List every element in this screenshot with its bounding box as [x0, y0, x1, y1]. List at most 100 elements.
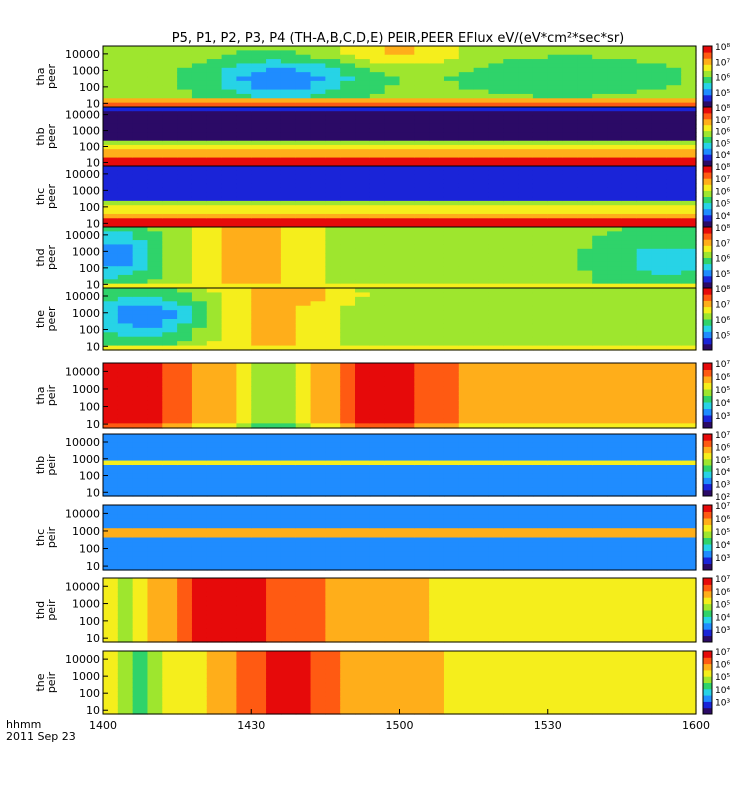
heatmap-cell: [132, 605, 149, 611]
heatmap-cell: [532, 136, 549, 142]
heatmap-cell: [547, 381, 564, 387]
heatmap-cell: [147, 623, 163, 629]
heatmap-cell: [532, 274, 549, 280]
heatmap-cell: [103, 614, 119, 620]
heatmap-cell: [562, 451, 578, 457]
heatmap-cell: [651, 537, 667, 543]
heatmap-cell: [473, 218, 490, 224]
heatmap-cell: [280, 482, 297, 488]
heatmap-cell: [547, 434, 564, 440]
heatmap-cell: [681, 102, 697, 108]
panel-label: the: [34, 310, 47, 328]
heatmap-cell: [399, 166, 415, 171]
heatmap-cell: [607, 395, 623, 401]
heatmap-cell: [666, 196, 682, 202]
heatmap-cell: [355, 244, 371, 250]
heatmap-cell: [147, 336, 163, 342]
heatmap-cell: [458, 292, 475, 298]
heatmap-cell: [103, 465, 119, 471]
heatmap-cell: [384, 587, 401, 593]
heatmap-cell: [532, 560, 549, 566]
heatmap-cell: [147, 456, 163, 462]
heatmap-cell: [132, 128, 149, 133]
heatmap-cell: [458, 301, 475, 307]
heatmap-cell: [117, 67, 134, 73]
heatmap-cell: [681, 222, 697, 228]
heatmap-cell: [384, 253, 401, 259]
heatmap-cell: [162, 390, 178, 397]
heatmap-cell: [458, 341, 475, 347]
heatmap-cell: [503, 465, 519, 471]
heatmap-cell: [191, 605, 208, 611]
heatmap-cell: [103, 119, 119, 125]
heatmap-cell: [562, 447, 578, 453]
heatmap-cell: [162, 363, 178, 369]
heatmap-cell: [399, 395, 415, 401]
heatmap-cell: [236, 166, 252, 171]
heatmap-cell: [340, 456, 356, 462]
heatmap-cell: [473, 161, 490, 167]
colorbar-segment: [703, 88, 712, 96]
heatmap-cell: [266, 132, 282, 138]
heatmap-cell: [473, 67, 490, 73]
heatmap-cell: [310, 279, 326, 285]
heatmap-cell: [577, 93, 593, 99]
heatmap-cell: [310, 367, 326, 373]
heatmap-cell: [191, 140, 208, 146]
heatmap-cell: [532, 205, 549, 211]
heatmap-cell: [369, 98, 386, 104]
colorbar-segment: [703, 458, 712, 466]
heatmap-cell: [666, 565, 682, 571]
heatmap-cell: [443, 266, 460, 272]
heatmap-cell: [325, 89, 341, 95]
heatmap-cell: [266, 341, 282, 347]
heatmap-cell: [399, 438, 415, 444]
heatmap-cell: [369, 283, 386, 289]
heatmap-cell: [266, 363, 282, 369]
heatmap-cell: [325, 279, 341, 285]
heatmap-cell: [280, 591, 297, 597]
heatmap-cell: [191, 213, 208, 219]
heatmap-cell: [503, 196, 519, 202]
colorbar-tick-label: 10⁴: [715, 541, 730, 551]
heatmap-cell: [636, 89, 653, 95]
heatmap-cell: [117, 478, 134, 484]
heatmap-cell: [117, 465, 134, 471]
heatmap-cell: [621, 528, 638, 534]
heatmap-cell: [369, 257, 386, 263]
heatmap-cell: [340, 482, 356, 488]
heatmap-cell: [355, 623, 371, 629]
heatmap-cell: [162, 170, 178, 176]
heatmap-cell: [236, 123, 252, 129]
heatmap-cell: [191, 456, 208, 462]
heatmap-cell: [666, 560, 682, 566]
heatmap-cell: [384, 310, 401, 316]
heatmap-cell: [147, 578, 163, 584]
heatmap-cell: [162, 67, 178, 73]
heatmap-cell: [266, 261, 282, 267]
heatmap-cell: [636, 551, 653, 557]
heatmap-cell: [429, 119, 445, 125]
heatmap-cell: [355, 591, 371, 597]
heatmap-cell: [414, 376, 430, 383]
heatmap-cell: [532, 460, 549, 466]
heatmap-cell: [355, 438, 371, 444]
heatmap-cell: [117, 614, 134, 620]
heatmap-cell: [681, 227, 697, 232]
heatmap-cell: [414, 473, 430, 479]
heatmap-cell: [562, 170, 578, 176]
heatmap-cell: [399, 209, 415, 215]
heatmap-cell: [103, 248, 119, 254]
heatmap-cell: [621, 119, 638, 125]
heatmap-cell: [384, 248, 401, 254]
heatmap-cell: [310, 423, 326, 429]
heatmap-cell: [266, 442, 282, 448]
heatmap-cell: [399, 301, 415, 307]
heatmap-cell: [562, 400, 578, 406]
heatmap-cell: [443, 218, 460, 224]
heatmap-cell: [266, 140, 282, 146]
heatmap-cell: [518, 542, 534, 548]
heatmap-cell: [607, 367, 623, 373]
heatmap-cell: [103, 161, 119, 167]
